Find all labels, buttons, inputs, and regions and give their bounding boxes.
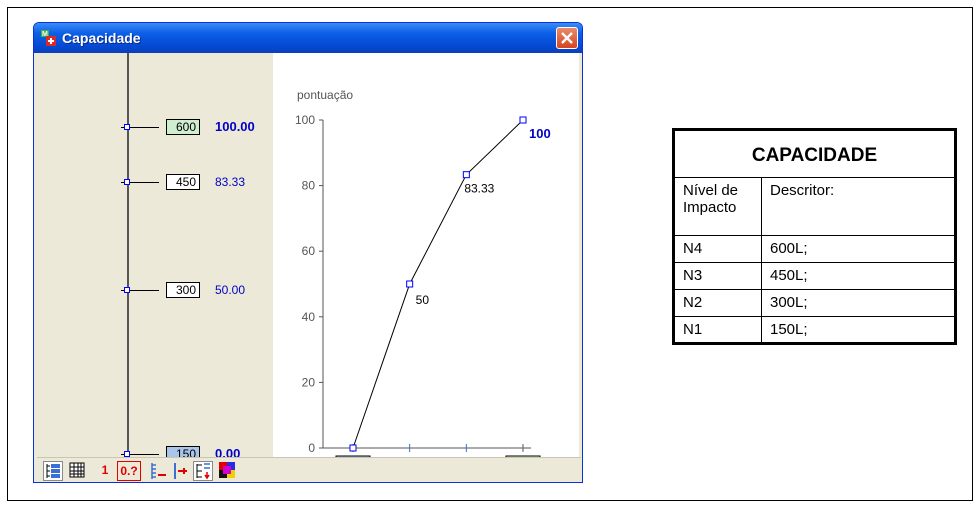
- color-palette-icon: [219, 462, 235, 478]
- level-tick: [121, 454, 159, 455]
- y-tick-label: 80: [302, 179, 316, 193]
- close-button[interactable]: [556, 27, 578, 49]
- list-view-button[interactable]: [43, 461, 63, 481]
- y-axis-label: pontuação: [297, 88, 353, 102]
- y-tick-label: 0: [308, 441, 315, 455]
- table-row: N3 450L;: [673, 262, 956, 290]
- level-score-450: 83.33: [215, 175, 246, 189]
- table-title: CAPACIDADE: [673, 129, 956, 178]
- table-cell-descriptor: 600L;: [761, 235, 956, 263]
- data-label: 50: [416, 293, 430, 307]
- level-label-450[interactable]: 450: [166, 174, 200, 190]
- one-button[interactable]: 1: [101, 463, 109, 477]
- window-title: Capacidade: [62, 30, 141, 46]
- data-label: 83.33: [464, 182, 494, 196]
- ruler-left-button[interactable]: [149, 461, 169, 481]
- table-cell-descriptor: 150L;: [761, 316, 956, 344]
- grid-view-icon: [69, 462, 85, 478]
- data-label: 100: [529, 126, 551, 141]
- table-row: N2 300L;: [673, 289, 956, 317]
- level-handle[interactable]: [124, 124, 130, 130]
- table-cell-level: N1: [673, 316, 762, 344]
- level-handle[interactable]: [124, 179, 130, 185]
- level-tick: [121, 182, 159, 183]
- zero-question-button[interactable]: 0.?: [117, 461, 141, 481]
- table-row: N4 600L;: [673, 235, 956, 263]
- mcbeth-app-icon: M: [40, 29, 58, 47]
- outer-frame: [7, 7, 973, 501]
- level-label-600[interactable]: 600: [166, 119, 200, 135]
- chart-svg: pontuação020406080100150300450600Litros …: [295, 88, 551, 457]
- table-cell-descriptor: 450L;: [761, 262, 956, 290]
- level-handle[interactable]: [124, 287, 130, 293]
- data-point: [406, 280, 414, 288]
- data-point: [462, 171, 470, 179]
- table-header-descriptor: Descritor:: [761, 177, 956, 236]
- y-tick-label: 20: [302, 375, 316, 389]
- scale-zero-one-icon: [196, 463, 210, 480]
- table-cell-descriptor: 300L;: [761, 289, 956, 317]
- ruler-right-icon: [174, 463, 187, 479]
- table-cell-level: N3: [673, 262, 762, 290]
- data-point: [349, 444, 357, 452]
- y-tick-label: 60: [302, 244, 316, 258]
- level-handle[interactable]: [124, 451, 130, 457]
- table-cell-level: N2: [673, 289, 762, 317]
- svg-text:M: M: [42, 31, 48, 38]
- close-icon: [561, 32, 573, 44]
- scale-zero-one-button[interactable]: [193, 461, 213, 481]
- x-tick-box-worst: [335, 455, 371, 457]
- level-score-600: 100.00: [215, 119, 255, 134]
- table-header-level: Nível de Impacto: [673, 177, 762, 236]
- title-bar[interactable]: M Capacidade: [34, 23, 582, 53]
- y-tick-label: 100: [295, 113, 315, 127]
- color-palette-button[interactable]: [217, 461, 237, 481]
- level-tick: [121, 127, 159, 128]
- list-view-icon: [46, 464, 60, 478]
- level-label-300[interactable]: 300: [166, 282, 200, 298]
- series-line: [352, 119, 524, 449]
- capacity-table: CAPACIDADE Nível de Impacto Descritor: N…: [672, 128, 957, 345]
- scale-panel: 600 100.00 450 83.33 300 50.00 150 0.00: [37, 53, 273, 462]
- table-row: N1 150L;: [673, 316, 956, 344]
- value-function-chart: pontuação020406080100150300450600Litros …: [273, 53, 579, 457]
- x-tick-box-best: [505, 455, 541, 457]
- grid-view-button[interactable]: [67, 461, 87, 481]
- data-point: [519, 116, 527, 124]
- level-score-300: 50.00: [215, 283, 246, 297]
- toolbar: 1 0.?: [37, 457, 581, 482]
- ruler-left-icon: [151, 463, 166, 479]
- table-cell-level: N4: [673, 235, 762, 263]
- ruler-right-button[interactable]: [171, 461, 191, 481]
- capacidade-window: M Capacidade 600 100.00 450 83.33 300 50…: [33, 22, 583, 483]
- level-tick: [121, 290, 159, 291]
- scale-axis: [127, 53, 129, 457]
- y-tick-label: 40: [302, 310, 316, 324]
